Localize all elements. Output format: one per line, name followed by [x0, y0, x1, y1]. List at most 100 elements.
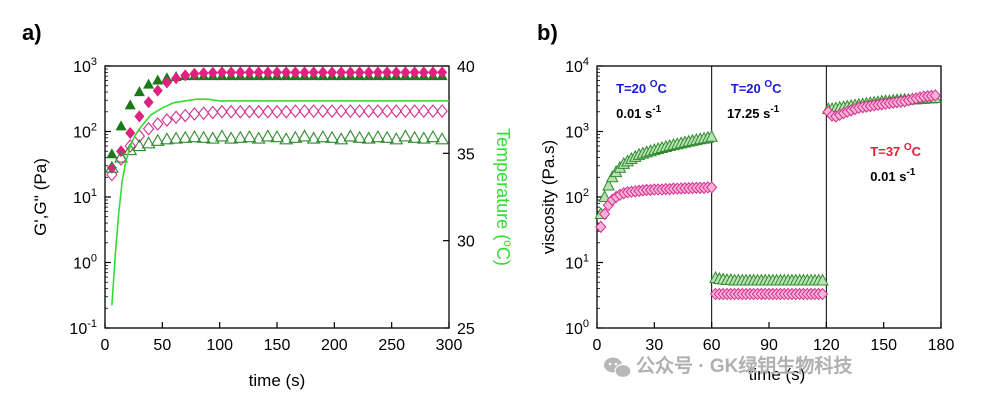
- data-point: [242, 130, 257, 143]
- data-point: [152, 74, 164, 85]
- data-point: [390, 104, 402, 118]
- data-point: [595, 220, 607, 234]
- watermark: 公众号 · GK绿钥生物科技: [604, 354, 853, 379]
- data-point: [251, 131, 266, 144]
- annotation-degree: O: [650, 79, 658, 90]
- data-point: [234, 104, 247, 119]
- data-point: [306, 131, 321, 144]
- data-point: [114, 150, 129, 163]
- y-tick-exponent: 2: [583, 187, 589, 199]
- data-point: [281, 66, 292, 79]
- data-point: [327, 66, 338, 79]
- panel-b-x-axis-label: time (s): [749, 365, 806, 384]
- data-point: [382, 66, 393, 79]
- annotation-unit: C: [658, 81, 668, 96]
- y-tick-base: 10: [73, 190, 91, 207]
- data-point: [262, 66, 273, 79]
- data-point: [124, 139, 136, 153]
- data-point: [143, 78, 155, 89]
- data-point: [207, 66, 218, 79]
- data-point: [216, 104, 228, 119]
- data-point: [143, 96, 154, 109]
- panel-a-y2-ticks: 25 30 35 40: [443, 59, 475, 338]
- y-tick-label: 100: [73, 253, 97, 273]
- data-point: [104, 160, 119, 173]
- data-point: [233, 130, 248, 143]
- data-point: [343, 129, 358, 142]
- data-point: [425, 130, 440, 143]
- data-point: [196, 130, 211, 143]
- data-point: [253, 66, 264, 79]
- data-point: [602, 178, 615, 191]
- annotation-rate-value: 17.25 s: [727, 106, 770, 121]
- data-point: [400, 66, 411, 79]
- x-tick-label: 120: [813, 337, 840, 354]
- data-point: [270, 130, 284, 143]
- data-point: [125, 126, 136, 139]
- data-point: [598, 207, 611, 221]
- data-point: [170, 110, 182, 125]
- data-point: [344, 104, 357, 118]
- data-point: [216, 66, 227, 79]
- annotation-degree: O: [904, 142, 912, 153]
- annotation-rate-exponent: -1: [652, 104, 661, 115]
- data-point: [161, 113, 173, 127]
- data-point: [141, 136, 156, 149]
- data-point: [352, 130, 367, 143]
- annotation-temp-value: T=20: [731, 81, 765, 96]
- panel-b-y-axis-label: viscosity (Pa.s): [539, 140, 558, 254]
- data-point: [345, 66, 356, 79]
- x-tick-label: 90: [760, 337, 778, 354]
- data-point: [391, 66, 402, 79]
- y2-tick-label: 25: [457, 321, 475, 338]
- data-point: [354, 66, 365, 79]
- data-point: [436, 104, 448, 118]
- panel-a-x-axis-label: time (s): [249, 371, 306, 390]
- y-tick-base: 10: [565, 125, 583, 142]
- data-point: [279, 132, 294, 145]
- data-point: [280, 104, 292, 119]
- data-point: [235, 66, 246, 79]
- y-tick-base: 10: [565, 321, 583, 338]
- y-tick-label: 103: [73, 56, 97, 76]
- data-point: [299, 66, 310, 79]
- data-point: [187, 130, 202, 143]
- panel-b-label: b): [537, 20, 558, 45]
- data-point: [123, 142, 138, 156]
- x-tick-label: 250: [378, 337, 405, 354]
- data-point: [598, 189, 611, 202]
- data-point: [307, 104, 320, 118]
- data-point: [115, 120, 127, 131]
- data-point: [317, 66, 328, 79]
- y-tick-label: 101: [565, 253, 589, 273]
- data-point: [435, 132, 450, 145]
- annotation-temp-value: T=20: [616, 81, 650, 96]
- annotation-rate-value: 0.01 s: [616, 106, 652, 121]
- data-point: [224, 131, 239, 144]
- data-point: [407, 130, 422, 143]
- data-point: [418, 66, 429, 79]
- data-point: [205, 131, 220, 144]
- y-tick-base: 10: [565, 256, 583, 273]
- annotation-shear-rate: 0.01 s-1: [870, 167, 915, 184]
- x-tick-label: 50: [153, 337, 171, 354]
- x-tick-label: 0: [101, 337, 110, 354]
- x-tick-label: 150: [870, 337, 897, 354]
- panel-b-series: [594, 89, 942, 301]
- data-point: [142, 121, 155, 136]
- data-point: [179, 108, 191, 123]
- data-point: [298, 104, 311, 118]
- data-point: [409, 66, 420, 79]
- data-point: [418, 104, 430, 118]
- annotation-rate-exponent: -1: [906, 167, 915, 178]
- panel-a-y2-axis-label-sup: o: [501, 240, 515, 247]
- annotation-rate-exponent: -1: [770, 104, 779, 115]
- data-point: [334, 132, 349, 145]
- annotation-temperature: T=20 OC: [731, 79, 782, 96]
- data-point: [416, 131, 431, 144]
- wechat-icon: [604, 357, 632, 379]
- y-tick-exponent: 3: [91, 56, 97, 68]
- data-point: [262, 104, 274, 119]
